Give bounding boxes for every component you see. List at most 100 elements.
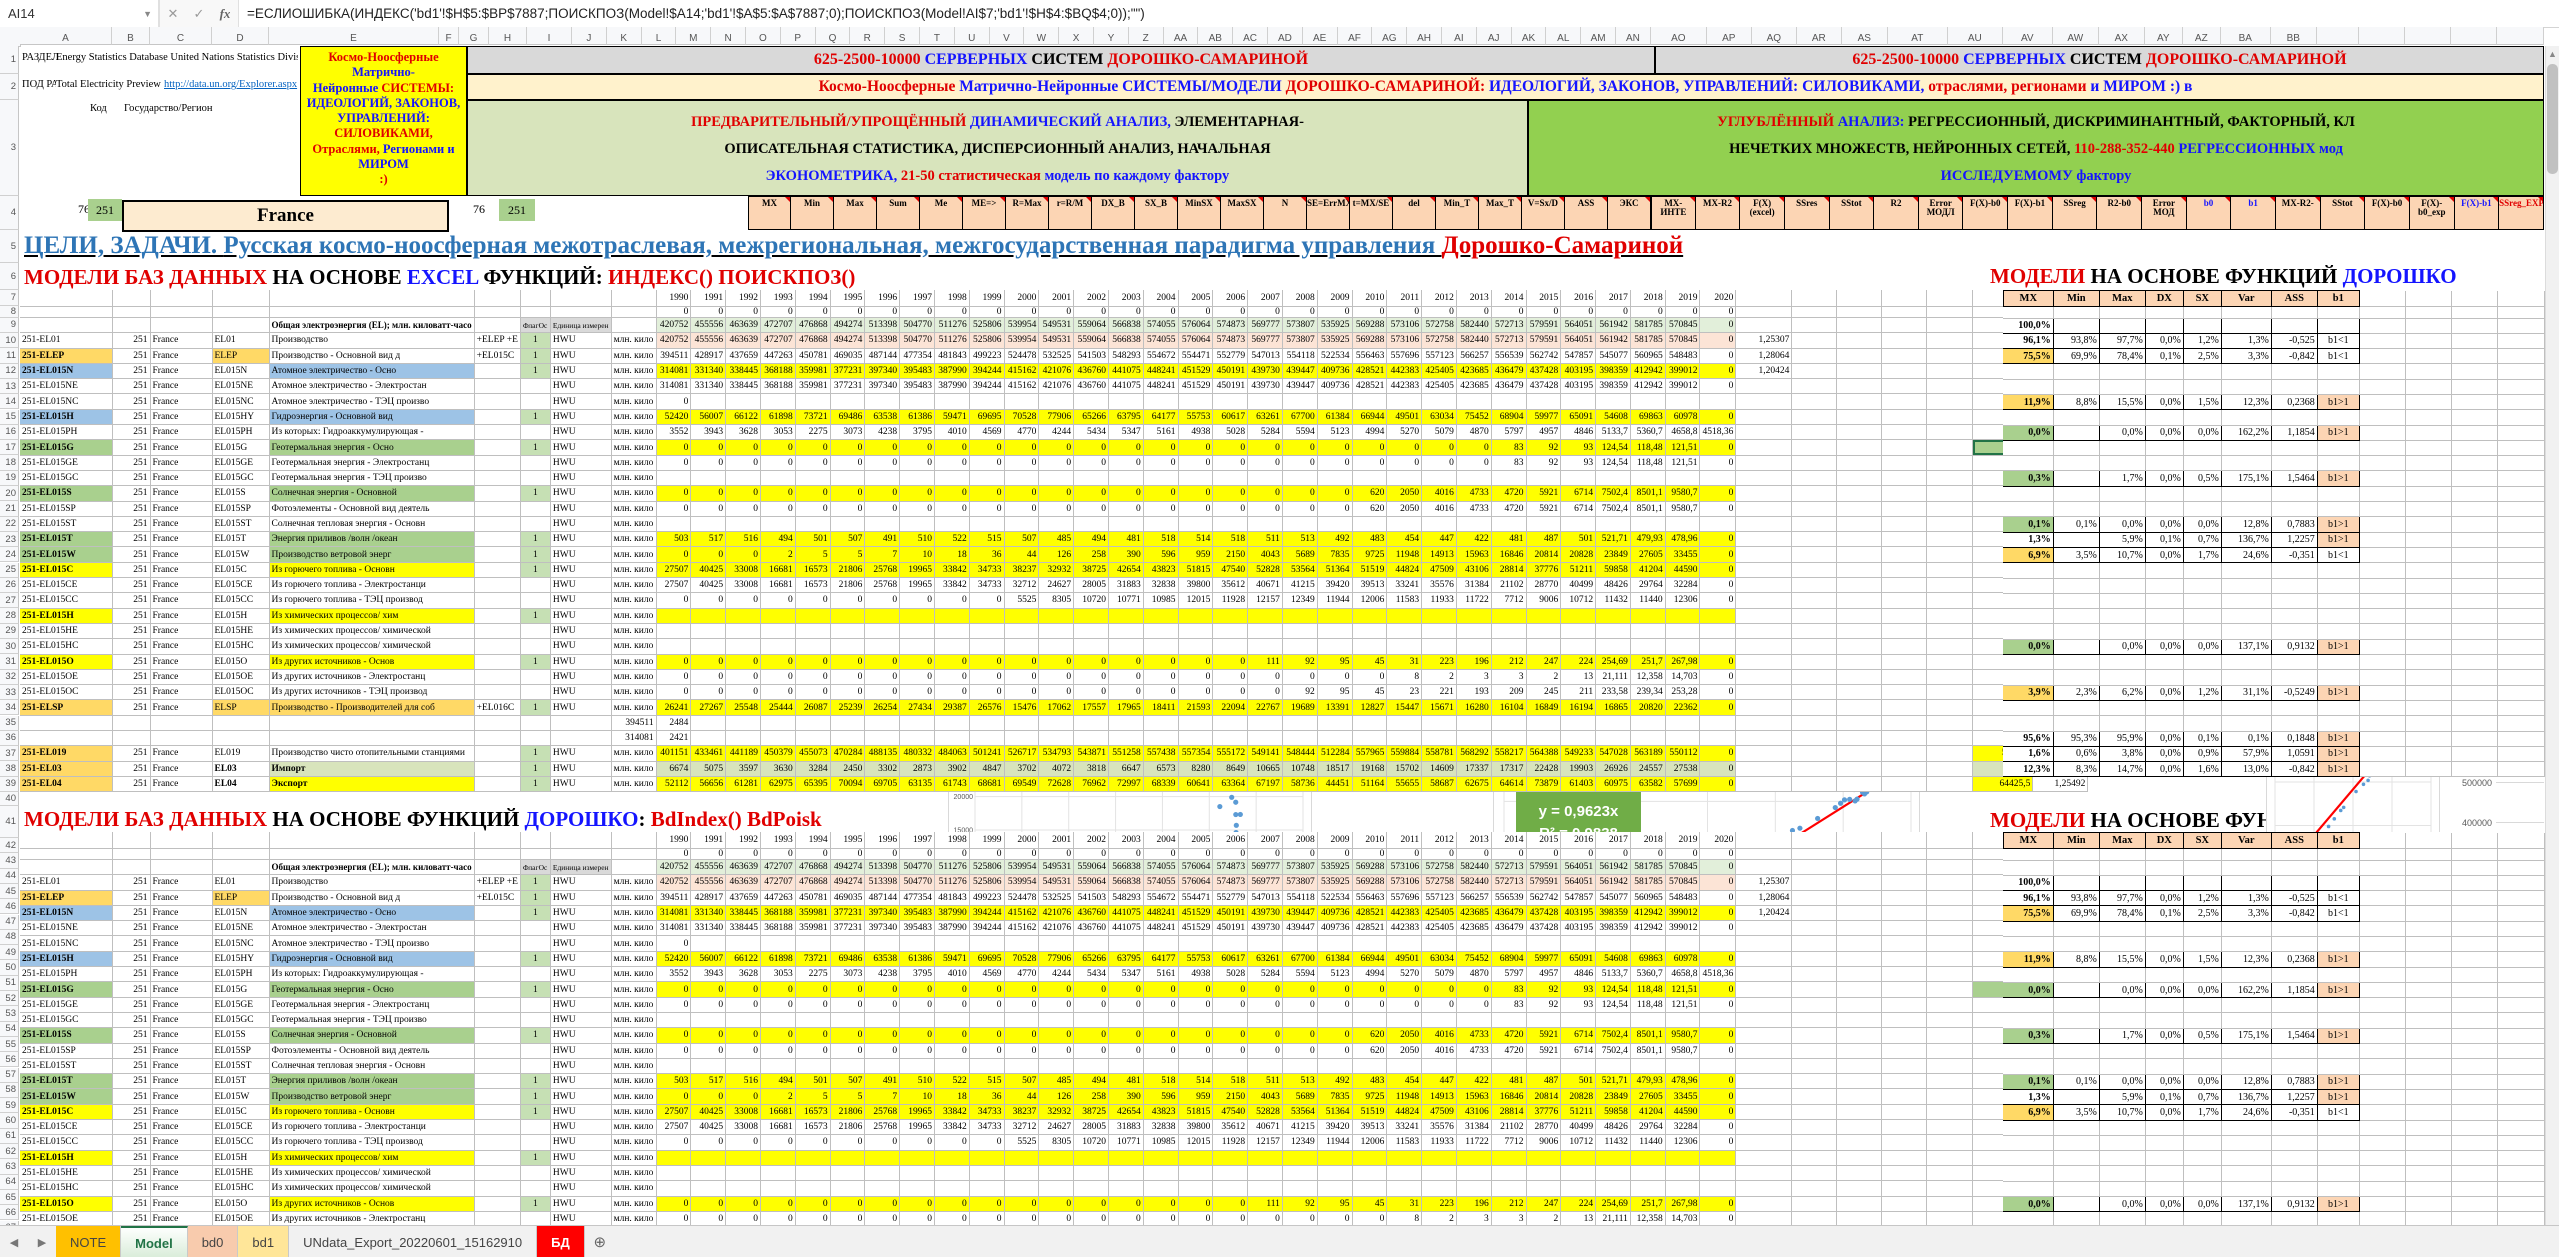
cell[interactable]: 0 — [1352, 669, 1388, 686]
cell[interactable]: 251 — [112, 378, 151, 395]
cell[interactable]: 525806 — [969, 874, 1005, 891]
cell[interactable]: 377231 — [830, 905, 866, 922]
cell[interactable] — [1073, 1012, 1109, 1029]
cell[interactable] — [2145, 486, 2184, 503]
cell[interactable] — [1038, 623, 1075, 640]
cell[interactable] — [2145, 1058, 2184, 1075]
cell[interactable]: 13 — [1560, 669, 1597, 686]
cell[interactable] — [1317, 1058, 1353, 1075]
cell[interactable]: 488135 — [864, 745, 901, 762]
cell[interactable]: 95,6% — [2003, 731, 2054, 747]
cell[interactable]: 39513 — [1352, 577, 1388, 594]
cell[interactable]: 0 — [1004, 997, 1040, 1013]
cell[interactable]: 0 — [1352, 848, 1388, 860]
cell[interactable] — [20, 290, 113, 307]
cell[interactable] — [2405, 1104, 2452, 1121]
column-header[interactable]: N — [711, 27, 746, 45]
cell[interactable]: 0,0% — [2099, 639, 2146, 656]
cell[interactable] — [520, 638, 551, 655]
cell[interactable]: 0 — [1108, 669, 1144, 686]
cell[interactable] — [2003, 848, 2054, 861]
cell[interactable]: 2012 — [1421, 832, 1457, 849]
cell[interactable] — [1526, 1058, 1562, 1075]
cell[interactable] — [1836, 1043, 1883, 1059]
cell[interactable] — [2497, 1043, 2545, 1060]
row-header[interactable]: 41 — [0, 805, 19, 838]
cell[interactable] — [2497, 654, 2545, 671]
cell[interactable]: Производство - Основной вид д — [269, 348, 475, 364]
cell[interactable] — [1108, 470, 1144, 487]
cell[interactable]: 95,9% — [2099, 731, 2146, 747]
cell[interactable] — [2405, 1089, 2452, 1106]
cell[interactable]: 1995 — [830, 290, 866, 307]
cell[interactable] — [2359, 623, 2406, 640]
cell[interactable]: 2002 — [1073, 832, 1109, 849]
cell[interactable]: 510 — [899, 1073, 935, 1090]
cell[interactable] — [2145, 1012, 2184, 1029]
cell[interactable] — [1881, 832, 1928, 849]
cell[interactable]: 409736 — [1317, 920, 1353, 937]
cell[interactable]: 1 — [520, 951, 551, 968]
cell[interactable]: 223 — [1421, 1196, 1457, 1212]
cell[interactable]: EL015HE — [212, 1165, 270, 1182]
cell[interactable]: 0,1% — [2221, 731, 2272, 747]
cell[interactable]: 0 — [1143, 485, 1179, 502]
cell[interactable]: 21806 — [830, 1119, 866, 1136]
cell[interactable] — [520, 306, 551, 318]
cell[interactable] — [1881, 935, 1928, 952]
cell[interactable]: France — [150, 654, 213, 670]
cell[interactable]: 16846 — [1491, 1088, 1527, 1105]
cell[interactable] — [2221, 486, 2272, 503]
cell[interactable]: Солнечная энергия - Основной — [269, 1027, 475, 1044]
cell[interactable] — [2451, 1074, 2498, 1090]
cell[interactable] — [2497, 1058, 2545, 1075]
cell[interactable]: HWU — [550, 546, 612, 563]
cell[interactable]: 4770 — [1004, 966, 1040, 983]
cell[interactable]: 251-ELEP — [20, 348, 113, 364]
cell[interactable]: 1 — [520, 332, 551, 349]
cell[interactable] — [112, 317, 151, 334]
cell[interactable] — [864, 470, 901, 487]
cell[interactable] — [2271, 608, 2318, 625]
cell[interactable] — [2497, 967, 2545, 983]
cell[interactable]: 0 — [1665, 848, 1701, 860]
cell[interactable] — [1791, 348, 1838, 364]
cell[interactable]: 554672 — [1143, 890, 1179, 906]
cell[interactable] — [474, 776, 521, 793]
cell[interactable]: 64177 — [1143, 951, 1179, 968]
cell[interactable]: 0 — [1108, 485, 1144, 502]
cell[interactable] — [1881, 859, 1928, 876]
cell[interactable]: 28005 — [1073, 1119, 1109, 1136]
cell[interactable]: b1<1 — [2317, 547, 2360, 564]
cell[interactable] — [1836, 363, 1883, 380]
cell[interactable]: 251-EL015O — [20, 1196, 113, 1212]
cell[interactable]: 17317 — [1491, 761, 1527, 777]
cell[interactable] — [2497, 306, 2545, 319]
cell[interactable]: Из которых: Гидроаккумулирующая - — [269, 966, 475, 983]
cell[interactable]: +EL015C — [474, 348, 521, 364]
cell[interactable] — [1836, 317, 1883, 334]
cell[interactable]: 1,3% — [2221, 890, 2272, 907]
cell[interactable]: 1 — [520, 890, 551, 906]
cell[interactable] — [2497, 1089, 2545, 1106]
cell[interactable] — [520, 290, 551, 307]
cell[interactable] — [520, 424, 551, 441]
cell[interactable]: 251-EL015OE — [20, 669, 113, 686]
cell[interactable]: млн. кило — [611, 951, 657, 968]
cell[interactable]: 549141 — [1247, 745, 1283, 762]
cell[interactable]: 35576 — [1421, 1119, 1457, 1136]
row-header[interactable]: 33 — [0, 684, 19, 701]
cell[interactable] — [2405, 290, 2452, 307]
cell[interactable]: 0 — [1247, 1211, 1283, 1225]
cell[interactable]: 524478 — [1004, 348, 1040, 364]
cell[interactable]: 5123 — [1317, 966, 1353, 983]
cell[interactable]: 0 — [1073, 1027, 1109, 1044]
cell[interactable] — [474, 363, 521, 380]
cell[interactable]: млн. кило — [611, 669, 657, 686]
cell[interactable]: Геотермальная энергия - ТЭЦ произво — [269, 1012, 475, 1029]
cell[interactable]: 221 — [1421, 684, 1457, 701]
cell[interactable] — [2099, 875, 2146, 892]
cell[interactable] — [2271, 363, 2318, 380]
cell[interactable]: 55753 — [1178, 409, 1214, 426]
cell[interactable] — [1735, 848, 1793, 860]
